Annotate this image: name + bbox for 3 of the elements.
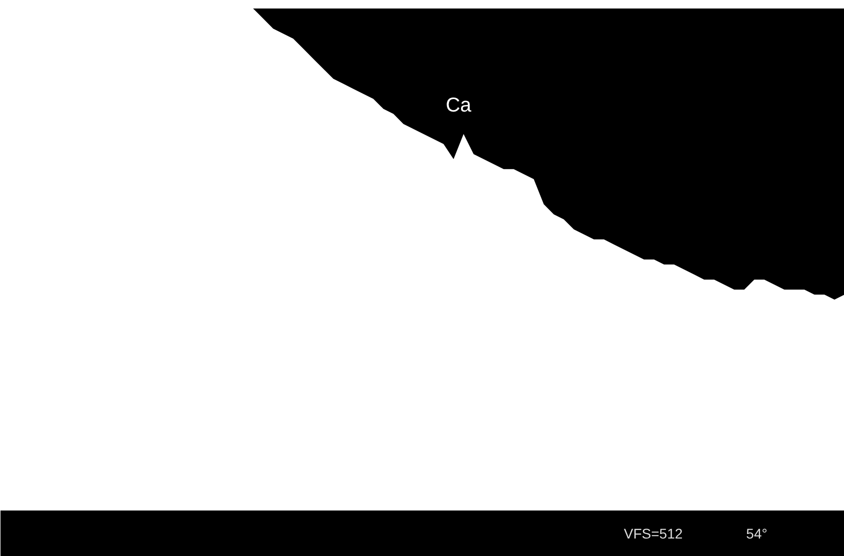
text: 54° bbox=[746, 526, 768, 542]
text: VFS=512 bbox=[624, 526, 683, 542]
annotation: Ca bbox=[446, 94, 472, 116]
